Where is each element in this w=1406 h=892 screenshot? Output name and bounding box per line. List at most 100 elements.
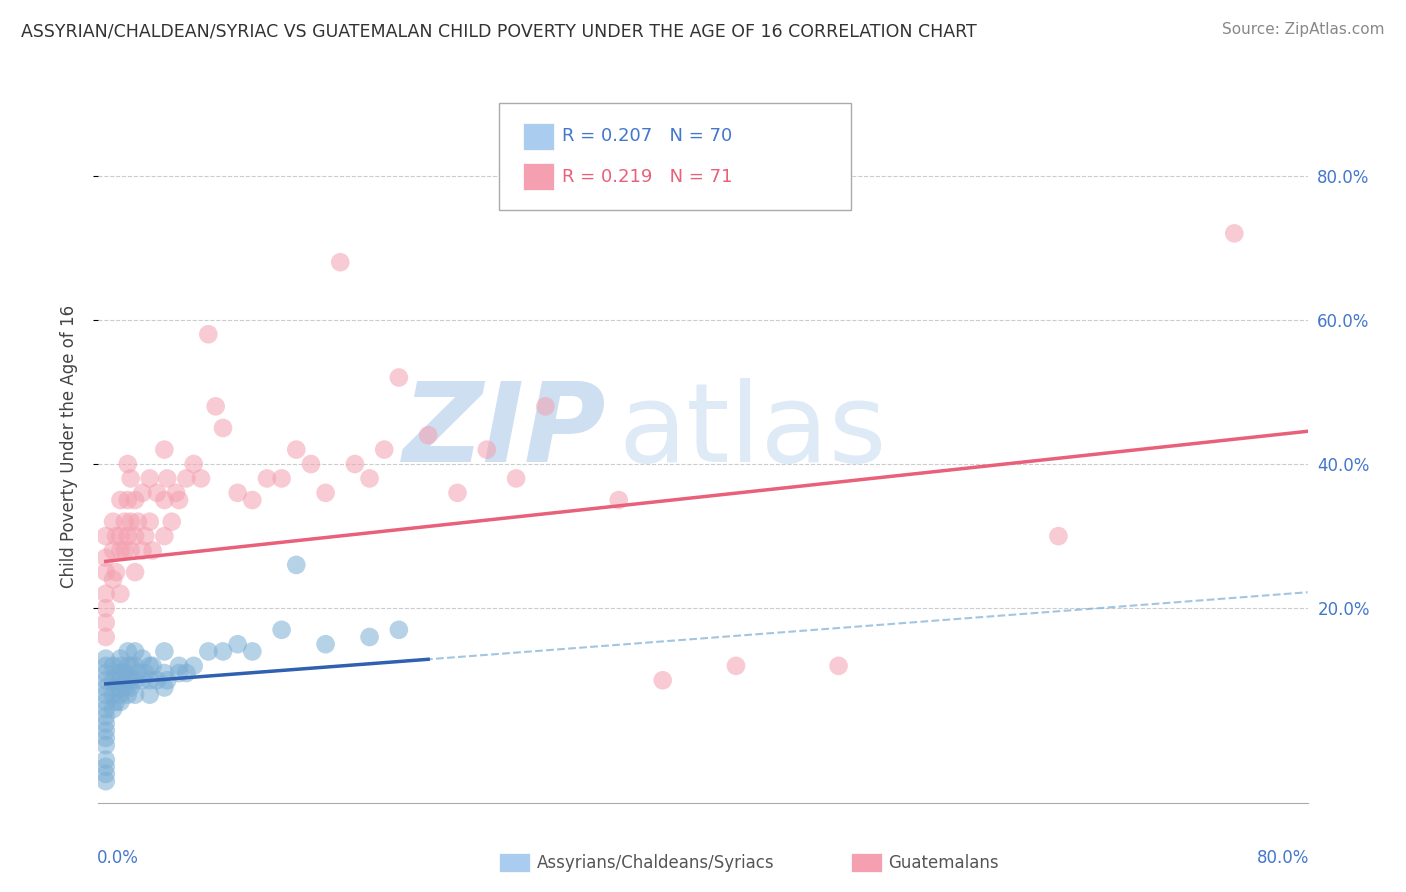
- Point: [204, 400, 226, 414]
- Point: [343, 457, 366, 471]
- Point: [124, 688, 146, 702]
- Point: [651, 673, 673, 688]
- Point: [94, 601, 117, 615]
- Point: [110, 681, 132, 695]
- Point: [505, 471, 527, 485]
- Point: [94, 529, 117, 543]
- Point: [134, 529, 156, 543]
- Point: [94, 731, 117, 745]
- Point: [270, 471, 292, 485]
- Point: [240, 493, 263, 508]
- Point: [226, 637, 249, 651]
- Point: [124, 529, 146, 543]
- Point: [94, 760, 117, 774]
- Point: [117, 673, 139, 688]
- Point: [94, 723, 117, 738]
- Point: [114, 515, 136, 529]
- Point: [285, 442, 308, 457]
- Point: [94, 695, 117, 709]
- Point: [94, 774, 117, 789]
- Point: [153, 681, 176, 695]
- Point: [212, 421, 235, 435]
- Point: [124, 644, 146, 658]
- Point: [101, 673, 124, 688]
- Point: [94, 753, 117, 767]
- Point: [124, 673, 146, 688]
- Point: [388, 370, 411, 384]
- Point: [94, 738, 117, 752]
- Point: [105, 529, 128, 543]
- Point: [131, 543, 153, 558]
- Point: [534, 400, 557, 414]
- Point: [167, 666, 190, 681]
- Point: [418, 428, 440, 442]
- Point: [94, 767, 117, 781]
- Point: [117, 457, 139, 471]
- Text: Guatemalans: Guatemalans: [889, 855, 1000, 872]
- Text: R = 0.207   N = 70: R = 0.207 N = 70: [562, 128, 733, 145]
- Point: [156, 471, 179, 485]
- Point: [167, 658, 190, 673]
- Text: Source: ZipAtlas.com: Source: ZipAtlas.com: [1222, 22, 1385, 37]
- Point: [183, 658, 205, 673]
- Point: [101, 658, 124, 673]
- Point: [94, 565, 117, 579]
- Point: [117, 658, 139, 673]
- Point: [315, 486, 337, 500]
- Point: [724, 658, 747, 673]
- Point: [101, 702, 124, 716]
- Point: [101, 543, 124, 558]
- Point: [359, 630, 381, 644]
- Point: [270, 623, 292, 637]
- Point: [153, 529, 176, 543]
- Point: [117, 688, 139, 702]
- Point: [124, 493, 146, 508]
- Point: [190, 471, 212, 485]
- Point: [120, 515, 142, 529]
- Point: [373, 442, 395, 457]
- Point: [146, 673, 169, 688]
- Point: [160, 515, 183, 529]
- Point: [94, 615, 117, 630]
- Point: [153, 666, 176, 681]
- Point: [94, 673, 117, 688]
- Point: [299, 457, 322, 471]
- Point: [256, 471, 278, 485]
- Point: [94, 702, 117, 716]
- Text: R = 0.219   N = 71: R = 0.219 N = 71: [562, 168, 733, 186]
- Text: ASSYRIAN/CHALDEAN/SYRIAC VS GUATEMALAN CHILD POVERTY UNDER THE AGE OF 16 CORRELA: ASSYRIAN/CHALDEAN/SYRIAC VS GUATEMALAN C…: [21, 22, 977, 40]
- Point: [114, 543, 136, 558]
- Point: [176, 471, 198, 485]
- Point: [240, 644, 263, 658]
- Point: [329, 255, 352, 269]
- Point: [110, 658, 132, 673]
- Point: [153, 644, 176, 658]
- Point: [110, 587, 132, 601]
- Point: [156, 673, 179, 688]
- Point: [94, 688, 117, 702]
- Point: [153, 442, 176, 457]
- Point: [183, 457, 205, 471]
- Point: [110, 695, 132, 709]
- Point: [124, 565, 146, 579]
- Point: [446, 486, 468, 500]
- Point: [388, 623, 411, 637]
- Point: [110, 493, 132, 508]
- Point: [138, 658, 160, 673]
- Point: [167, 493, 190, 508]
- Point: [94, 550, 117, 565]
- Point: [120, 673, 142, 688]
- Text: 0.0%: 0.0%: [97, 849, 139, 867]
- Point: [120, 543, 142, 558]
- Point: [94, 630, 117, 644]
- Point: [110, 543, 132, 558]
- Text: atlas: atlas: [619, 378, 887, 485]
- Point: [117, 529, 139, 543]
- Point: [142, 543, 165, 558]
- Point: [120, 471, 142, 485]
- Point: [315, 637, 337, 651]
- Point: [120, 681, 142, 695]
- Point: [197, 644, 219, 658]
- Point: [94, 666, 117, 681]
- Point: [212, 644, 235, 658]
